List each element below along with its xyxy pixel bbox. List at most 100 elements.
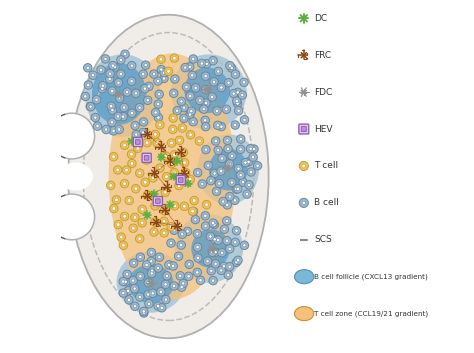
- Circle shape: [196, 256, 200, 259]
- Circle shape: [173, 204, 176, 208]
- Circle shape: [154, 111, 157, 114]
- Circle shape: [227, 81, 230, 84]
- Circle shape: [133, 305, 137, 308]
- Circle shape: [115, 125, 123, 134]
- Circle shape: [182, 83, 191, 91]
- Circle shape: [89, 105, 92, 108]
- Circle shape: [102, 125, 110, 134]
- Circle shape: [128, 298, 130, 301]
- Circle shape: [136, 293, 144, 301]
- Ellipse shape: [109, 53, 235, 300]
- Circle shape: [139, 118, 148, 126]
- Circle shape: [163, 71, 166, 74]
- Circle shape: [109, 184, 112, 187]
- Circle shape: [193, 268, 201, 277]
- Circle shape: [170, 162, 173, 166]
- Circle shape: [114, 112, 122, 121]
- Circle shape: [237, 135, 245, 143]
- Circle shape: [156, 102, 160, 106]
- Circle shape: [206, 232, 215, 241]
- Circle shape: [196, 232, 199, 235]
- Circle shape: [220, 157, 224, 160]
- Circle shape: [86, 102, 95, 111]
- Circle shape: [241, 94, 244, 97]
- Circle shape: [176, 271, 184, 280]
- Text: FRC: FRC: [314, 51, 331, 60]
- Circle shape: [193, 243, 202, 251]
- Circle shape: [186, 230, 189, 233]
- Circle shape: [196, 96, 204, 104]
- Circle shape: [234, 164, 243, 173]
- Circle shape: [146, 281, 150, 284]
- Circle shape: [235, 261, 238, 264]
- Circle shape: [142, 261, 151, 269]
- Circle shape: [153, 220, 157, 224]
- Circle shape: [220, 225, 228, 233]
- Text: B cell: B cell: [314, 198, 339, 207]
- Circle shape: [138, 205, 146, 214]
- Circle shape: [100, 68, 103, 71]
- Circle shape: [114, 220, 122, 229]
- Circle shape: [237, 259, 240, 262]
- Circle shape: [142, 156, 151, 164]
- Circle shape: [154, 113, 163, 122]
- Circle shape: [143, 138, 151, 147]
- Circle shape: [207, 176, 215, 185]
- Circle shape: [142, 73, 145, 76]
- Circle shape: [144, 180, 147, 184]
- Circle shape: [130, 162, 134, 165]
- Circle shape: [205, 62, 209, 65]
- Circle shape: [139, 307, 148, 316]
- Circle shape: [191, 215, 200, 224]
- Circle shape: [173, 285, 176, 288]
- Circle shape: [253, 162, 262, 170]
- Circle shape: [213, 121, 222, 130]
- Circle shape: [217, 167, 225, 175]
- Circle shape: [119, 58, 122, 61]
- Circle shape: [132, 89, 140, 97]
- Circle shape: [169, 114, 177, 122]
- Circle shape: [247, 183, 251, 186]
- Circle shape: [119, 72, 122, 76]
- Circle shape: [170, 168, 179, 177]
- Circle shape: [226, 245, 234, 253]
- Circle shape: [204, 225, 207, 228]
- Text: SCS: SCS: [314, 235, 332, 244]
- Circle shape: [170, 141, 173, 145]
- Circle shape: [219, 169, 223, 173]
- Circle shape: [247, 160, 250, 163]
- Circle shape: [228, 195, 231, 198]
- FancyBboxPatch shape: [299, 124, 309, 134]
- Circle shape: [111, 63, 119, 71]
- Circle shape: [237, 171, 245, 179]
- Circle shape: [164, 261, 173, 269]
- Circle shape: [161, 280, 170, 289]
- Circle shape: [249, 147, 252, 150]
- Circle shape: [146, 293, 150, 296]
- Circle shape: [221, 200, 225, 203]
- Circle shape: [119, 235, 123, 239]
- Circle shape: [138, 219, 146, 227]
- Circle shape: [243, 118, 246, 121]
- Circle shape: [210, 95, 214, 98]
- Circle shape: [124, 280, 127, 283]
- Circle shape: [133, 287, 136, 290]
- Circle shape: [128, 109, 136, 118]
- Circle shape: [184, 170, 187, 174]
- Circle shape: [156, 267, 160, 270]
- Circle shape: [157, 65, 165, 74]
- Circle shape: [210, 78, 218, 86]
- Circle shape: [182, 204, 186, 208]
- Circle shape: [109, 104, 113, 108]
- Circle shape: [151, 176, 155, 180]
- Circle shape: [235, 100, 238, 103]
- FancyBboxPatch shape: [155, 199, 160, 203]
- Circle shape: [144, 64, 147, 67]
- Circle shape: [211, 222, 215, 225]
- Circle shape: [224, 78, 233, 87]
- Circle shape: [235, 187, 238, 191]
- Circle shape: [180, 114, 188, 122]
- Circle shape: [83, 64, 92, 72]
- Circle shape: [224, 145, 232, 153]
- Circle shape: [122, 280, 125, 283]
